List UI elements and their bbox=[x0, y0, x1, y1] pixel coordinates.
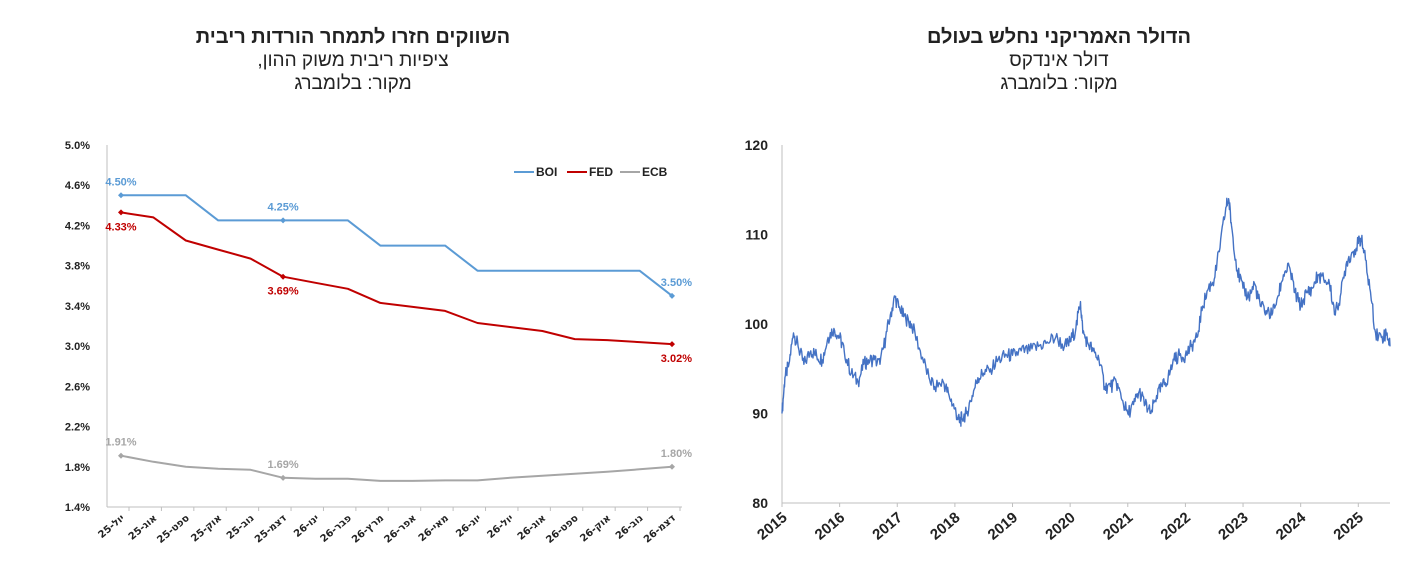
y-tick-label: 4.6% bbox=[65, 180, 90, 192]
x-tick-label: דצמ-26 bbox=[642, 513, 678, 546]
data-label: 1.69% bbox=[267, 459, 298, 471]
data-point-marker bbox=[280, 273, 287, 280]
y-tick-label: 3.0% bbox=[65, 341, 90, 353]
x-tick-label: מאי-26 bbox=[417, 513, 451, 544]
series-line-boi bbox=[121, 194, 673, 297]
data-label: 1.80% bbox=[661, 448, 692, 460]
x-tick-label: 2020 bbox=[1042, 509, 1078, 543]
x-tick-label: אוג-26 bbox=[516, 513, 549, 543]
dollar-chart-panel: הדולר האמריקני נחלש בעולם דולר אינדקס מק… bbox=[706, 0, 1412, 584]
x-tick-label: 2019 bbox=[985, 509, 1021, 543]
data-point-marker bbox=[118, 209, 124, 216]
dollar-chart-plot: 80 90 100 110 120 2015 2016 2017 2018 2019 2020 202… bbox=[745, 137, 1391, 544]
legend-label-fed: FED bbox=[589, 165, 613, 179]
data-label: 4.50% bbox=[105, 176, 136, 188]
x-tick-label: 2015 bbox=[754, 509, 790, 543]
data-point-marker bbox=[118, 452, 124, 459]
dollar-chart-title: הדולר האמריקני נחלש בעולם bbox=[926, 26, 1191, 48]
rates-chart-source: מקור: בלומברג bbox=[294, 73, 412, 94]
data-point-marker bbox=[669, 463, 675, 470]
data-label: 4.33% bbox=[105, 221, 136, 233]
y-tick-label: 3.4% bbox=[65, 301, 90, 313]
x-tick-label: נוב-25 bbox=[225, 513, 257, 542]
rates-chart-plot: 1.4% 1.8% 2.2% 2.6% 3.0% 3.4% 3.8% 4.2% 4.6% 5.0%… bbox=[65, 140, 692, 546]
rates-chart-titles: השווקים חזרו לתמחר הורדות ריבית ציפיות ר… bbox=[0, 26, 706, 95]
y-tick-label: 120 bbox=[745, 137, 769, 153]
data-point-marker bbox=[669, 341, 675, 348]
y-tick-label: 2.2% bbox=[65, 422, 90, 434]
data-label: 3.02% bbox=[661, 353, 692, 365]
x-tick-label: פבר-26 bbox=[319, 513, 355, 545]
data-point-marker bbox=[118, 192, 124, 199]
series-line-ecb bbox=[120, 454, 673, 482]
x-tick-label: אוק-26 bbox=[578, 513, 613, 545]
data-label: 1.91% bbox=[105, 437, 136, 449]
x-tick-label: 2017 bbox=[869, 509, 905, 543]
x-tick-label: 2022 bbox=[1157, 509, 1193, 543]
x-tick-label: יול-25 bbox=[96, 513, 126, 541]
data-label: 4.25% bbox=[267, 201, 298, 213]
x-tick-label: יול-26 bbox=[485, 513, 515, 541]
x-tick-label: ספט-25 bbox=[155, 513, 192, 546]
data-point-marker bbox=[280, 474, 287, 481]
data-label: 3.50% bbox=[661, 277, 692, 289]
rates-chart-title: השווקים חזרו לתמחר הורדות ריבית bbox=[195, 26, 511, 48]
x-tick-label: 2021 bbox=[1100, 509, 1136, 543]
y-tick-label: 5.0% bbox=[65, 140, 90, 152]
x-tick-label: מרץ-26 bbox=[350, 513, 386, 546]
y-tick-label: 110 bbox=[745, 227, 768, 243]
series-line-fed bbox=[120, 211, 673, 346]
dollar-chart-titles: הדולר האמריקני נחלש בעולם דולר אינדקס מק… bbox=[706, 26, 1412, 95]
x-tick-label: יונ-26 bbox=[454, 513, 483, 540]
data-point-marker bbox=[280, 217, 287, 224]
legend-label-boi: BOI bbox=[536, 165, 557, 179]
x-tick-label: ינו-26 bbox=[292, 513, 321, 540]
x-tick-label: 2018 bbox=[927, 509, 963, 543]
x-tick-label: 2016 bbox=[812, 509, 848, 543]
x-tick-label: אוק-25 bbox=[189, 513, 224, 545]
legend-label-ecb: ECB bbox=[642, 165, 668, 179]
y-tick-label: 100 bbox=[745, 316, 769, 332]
y-tick-label: 1.8% bbox=[65, 462, 90, 474]
data-label: 3.69% bbox=[267, 286, 298, 298]
x-tick-label: אפר-26 bbox=[382, 513, 418, 546]
data-point-marker bbox=[669, 292, 675, 299]
rates-chart-panel: השווקים חזרו לתמחר הורדות ריבית ציפיות ר… bbox=[0, 26, 706, 546]
y-tick-label: 90 bbox=[752, 406, 768, 422]
dollar-chart-subtitle: דולר אינדקס bbox=[1009, 50, 1109, 71]
series-line-dxy bbox=[781, 197, 1391, 427]
x-tick-label: 2025 bbox=[1330, 509, 1366, 543]
x-tick-label: נוב-26 bbox=[614, 513, 646, 542]
x-tick-label: דצמ-25 bbox=[253, 513, 289, 546]
y-tick-label: 2.6% bbox=[65, 381, 90, 393]
x-tick-label: 2023 bbox=[1215, 509, 1251, 543]
rates-chart-subtitle: ציפיות ריבית משוק ההון, bbox=[257, 50, 449, 71]
y-tick-label: 4.2% bbox=[65, 220, 90, 232]
y-tick-label: 80 bbox=[752, 495, 768, 511]
x-tick-label: ספט-26 bbox=[544, 513, 581, 546]
y-tick-label: 3.8% bbox=[65, 261, 90, 273]
dollar-chart-source: מקור: בלומברג bbox=[1000, 73, 1118, 94]
y-tick-label: 1.4% bbox=[65, 502, 90, 514]
x-tick-label: אוג-25 bbox=[127, 513, 160, 543]
x-tick-label: 2024 bbox=[1273, 509, 1310, 544]
